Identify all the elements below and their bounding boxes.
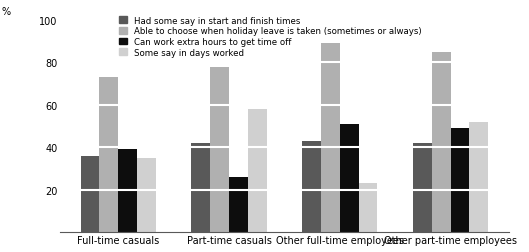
- Legend: Had some say in start and finish times, Able to choose when holiday leave is tak: Had some say in start and finish times, …: [118, 17, 422, 57]
- Bar: [321, 44, 340, 232]
- Bar: [340, 124, 359, 232]
- Bar: [210, 67, 229, 232]
- Bar: [359, 184, 378, 232]
- Bar: [451, 129, 469, 232]
- Bar: [413, 143, 432, 232]
- Bar: [248, 110, 267, 232]
- Bar: [99, 78, 118, 232]
- Bar: [432, 52, 451, 232]
- Bar: [302, 141, 321, 232]
- Bar: [118, 150, 137, 232]
- Bar: [80, 156, 99, 232]
- Text: %: %: [2, 7, 11, 17]
- Bar: [229, 177, 248, 232]
- Bar: [137, 158, 156, 232]
- Bar: [469, 122, 488, 232]
- Bar: [191, 143, 210, 232]
